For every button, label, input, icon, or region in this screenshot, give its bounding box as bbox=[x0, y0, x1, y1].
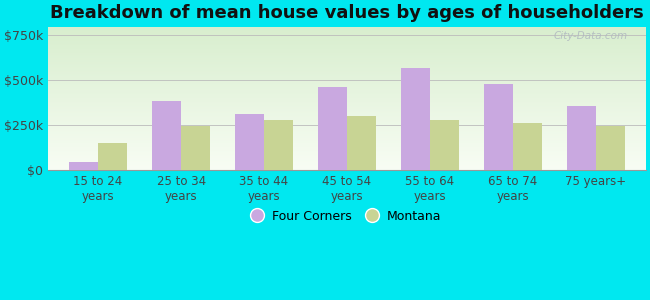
Title: Breakdown of mean house values by ages of householders: Breakdown of mean house values by ages o… bbox=[50, 4, 644, 22]
Bar bbox=[181, 126, 210, 170]
Bar bbox=[513, 123, 542, 170]
Bar bbox=[69, 162, 98, 170]
Bar bbox=[347, 116, 376, 170]
Bar bbox=[152, 101, 181, 170]
Text: City-Data.com: City-Data.com bbox=[554, 31, 628, 41]
Bar bbox=[596, 126, 625, 170]
Bar bbox=[484, 84, 513, 170]
Bar bbox=[401, 68, 430, 170]
Bar bbox=[264, 120, 293, 170]
Bar bbox=[567, 106, 596, 170]
Bar bbox=[98, 142, 127, 170]
Bar bbox=[318, 87, 347, 170]
Bar bbox=[430, 120, 459, 170]
Bar bbox=[235, 114, 264, 170]
Legend: Four Corners, Montana: Four Corners, Montana bbox=[248, 205, 447, 227]
